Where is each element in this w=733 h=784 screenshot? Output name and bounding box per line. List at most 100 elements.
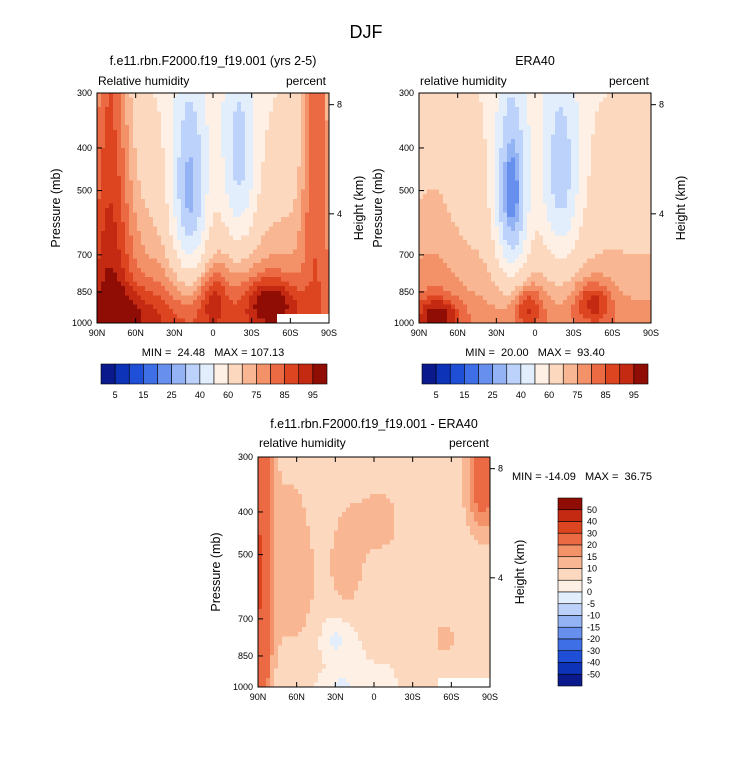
heatmap-cell [105, 254, 110, 260]
heatmap-cell [519, 166, 524, 172]
heatmap-cell [431, 102, 436, 108]
heatmap-cell [305, 198, 310, 204]
heatmap-cell [455, 175, 460, 181]
heatmap-cell [539, 217, 544, 223]
heatmap-cell [427, 208, 432, 214]
heatmap-cell [189, 129, 194, 135]
heatmap-cell [587, 97, 592, 103]
panel-model: f.e11.rbn.F2000.f19_f19.001 (yrs 2-5) Re… [49, 54, 366, 359]
heatmap-cell [113, 194, 118, 200]
heatmap-cell [543, 116, 548, 122]
heatmap-cell [427, 102, 432, 108]
heatmap-cell [475, 139, 480, 145]
heatmap-cell [165, 258, 170, 264]
heatmap-cell [225, 263, 230, 269]
heatmap-cell [523, 249, 528, 255]
heatmap-cell [555, 111, 560, 117]
heatmap-cell [317, 134, 322, 140]
heatmap-cell [301, 166, 306, 172]
heatmap-cell [301, 286, 306, 292]
heatmap-cell [189, 125, 194, 131]
heatmap-cell [483, 143, 488, 149]
heatmap-cell [519, 217, 524, 223]
heatmap-cell [117, 277, 122, 283]
heatmap-cell [281, 212, 286, 218]
heatmap-cell [281, 300, 286, 306]
heatmap-cell [265, 102, 270, 108]
heatmap-cell [229, 318, 234, 324]
heatmap-cell [507, 97, 512, 103]
heatmap-cell [297, 290, 302, 296]
heatmap-cell [261, 185, 266, 191]
heatmap-cell [555, 139, 560, 145]
heatmap-cell [225, 93, 230, 99]
heatmap-cell [213, 281, 218, 287]
heatmap-cell [325, 194, 330, 200]
heatmap-cell [145, 304, 150, 310]
heatmap-cell [439, 106, 444, 112]
heatmap-cell [543, 226, 548, 232]
heatmap-cell [587, 244, 592, 250]
heatmap-cell [563, 120, 568, 126]
heatmap-cell [455, 148, 460, 154]
heatmap-cell [209, 244, 214, 250]
heatmap-cell [305, 102, 310, 108]
heatmap-cell [241, 180, 246, 186]
heatmap-cell [253, 281, 258, 287]
heatmap-cell [419, 171, 424, 177]
heatmap-cell [97, 171, 102, 177]
heatmap-cell [507, 116, 512, 122]
heatmap-cell [491, 134, 496, 140]
heatmap-cell [567, 240, 572, 246]
heatmap-cell [301, 235, 306, 241]
heatmap-cell [281, 313, 286, 319]
heatmap-cell [229, 139, 234, 145]
heatmap-cell [209, 162, 214, 168]
heatmap-cell [523, 111, 528, 117]
heatmap-cell [133, 235, 138, 241]
heatmap-cell [169, 139, 174, 145]
heatmap-cell [173, 281, 178, 287]
heatmap-cell [503, 235, 508, 241]
heatmap-cell [213, 231, 218, 237]
heatmap-cell [635, 139, 640, 145]
heatmap-cell [419, 240, 424, 246]
heatmap-cell [479, 97, 484, 103]
heatmap-cell [321, 129, 326, 135]
heatmap-cell [499, 189, 504, 195]
heatmap-cell [491, 189, 496, 195]
heatmap-cell [471, 148, 476, 154]
heatmap-cell [309, 221, 314, 227]
heatmap-cell [431, 254, 436, 260]
heatmap-cell [459, 120, 464, 126]
heatmap-cell [631, 217, 636, 223]
heatmap-cell [157, 277, 162, 283]
heatmap-cell [169, 231, 174, 237]
heatmap-cell [289, 116, 294, 122]
heatmap-cell [169, 97, 174, 103]
heatmap-cell [535, 102, 540, 108]
heatmap-cell [161, 295, 166, 301]
heatmap-cell [193, 295, 198, 301]
heatmap-cell [217, 134, 222, 140]
heatmap-cell [325, 217, 330, 223]
heatmap-cell [285, 217, 290, 223]
heatmap-cell [623, 111, 628, 117]
heatmap-cell [109, 162, 114, 168]
heatmap-cell [157, 97, 162, 103]
heatmap-cell [607, 212, 612, 218]
heatmap-cell [293, 198, 298, 204]
heatmap-cell [257, 208, 262, 214]
heatmap-cell [177, 166, 182, 172]
heatmap-cell [439, 139, 444, 145]
heatmap-cell [193, 129, 198, 135]
heatmap-cell [531, 249, 536, 255]
heatmap-cell [631, 139, 636, 145]
heatmap-cell [109, 208, 114, 214]
heatmap-cell [321, 152, 326, 158]
heatmap-cell [141, 258, 146, 264]
heatmap-cell [245, 221, 250, 227]
heatmap-cell [431, 116, 436, 122]
heatmap-cell [221, 148, 226, 154]
heatmap-cell [305, 120, 310, 126]
